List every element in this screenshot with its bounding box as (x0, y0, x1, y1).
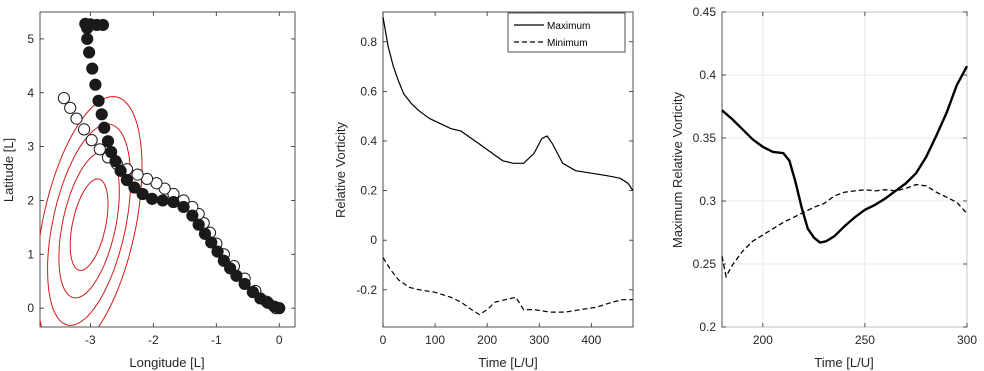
filled-marker (95, 108, 108, 121)
vorticity-panel: 0 100 200 300 400 -0.2 0 0.2 0.4 0.6 0.8 Maximum M… (333, 11, 634, 370)
axis-ticks: 200 250 300 0.2 0.25 0.3 0.35 0.4 0.45 (693, 5, 978, 347)
y-tick-label: 5 (27, 32, 34, 46)
x-tick-label: 200 (753, 333, 773, 347)
y-tick-label: 4 (27, 86, 34, 100)
filled-marker (192, 218, 205, 231)
filled-marker (114, 164, 127, 177)
x-axis-label: Time [L/U] (478, 355, 537, 370)
legend-box (507, 12, 626, 53)
y-tick-label: 0.45 (693, 5, 717, 19)
filled-marker (89, 78, 102, 91)
series-lines (382, 16, 634, 316)
y-tick-label: 0.4 (360, 134, 377, 148)
density-contour (69, 178, 109, 272)
density-contour (58, 150, 120, 299)
filled-marker (83, 46, 96, 59)
contour-group (40, 96, 143, 327)
legend: Maximum Minimum (507, 12, 626, 53)
x-tick-label: -3 (85, 333, 96, 347)
open-marker (64, 101, 77, 114)
maximum-line (382, 16, 634, 191)
filled-marker (79, 17, 92, 30)
filled-marker (98, 121, 111, 134)
filled-marker (156, 194, 169, 207)
filled-marker (186, 209, 199, 222)
x-tick-label: 100 (425, 333, 445, 347)
x-tick-label: 0 (380, 333, 387, 347)
y-tick-label: 3 (27, 140, 34, 154)
filled-marker (177, 200, 190, 214)
maximum-line (721, 65, 969, 244)
x-tick-label: 250 (855, 333, 875, 347)
plot-area (382, 11, 634, 328)
filled-marker (211, 245, 224, 258)
plot-area (721, 11, 968, 328)
legend-label-maximum: Maximum (547, 21, 590, 32)
y-tick-label: 0.3 (699, 194, 716, 208)
filled-marker (198, 227, 212, 240)
open-marker (131, 168, 144, 181)
filled-marker (128, 181, 141, 194)
filled-marker (92, 94, 105, 107)
x-tick-label: -1 (211, 333, 222, 347)
y-axis-label: Maximum Relative Vorticity (670, 91, 685, 248)
x-tick-label: 300 (529, 333, 549, 347)
series-lines (721, 65, 969, 279)
filled-marker (81, 32, 94, 46)
axis-ticks: 0 100 200 300 400 -0.2 0 0.2 0.4 0.6 0.8 (356, 12, 633, 347)
trajectory-markers (57, 17, 286, 315)
max-vorticity-panel: 200 250 300 0.2 0.25 0.3 0.35 0.4 0.45 Time [L/U… (670, 5, 977, 370)
y-tick-label: 0 (370, 233, 377, 247)
filled-marker (96, 18, 110, 32)
y-tick-label: 0.4 (699, 68, 716, 82)
y-tick-label: 0.35 (693, 131, 717, 145)
open-marker (57, 92, 71, 105)
y-tick-label: 1 (27, 247, 34, 261)
density-contour (40, 96, 143, 327)
x-tick-label: 0 (276, 333, 283, 347)
filled-marker (136, 187, 149, 201)
filled-marker (101, 135, 115, 148)
x-tick-label: 300 (957, 333, 977, 347)
filled-marker (246, 285, 259, 299)
comparison-line (721, 183, 968, 279)
y-axis-label: Latitude [L] (1, 138, 16, 202)
y-tick-label: 0.6 (360, 84, 377, 98)
filled-marker (120, 173, 133, 187)
x-axis-label: Longitude [L] (129, 355, 204, 370)
y-tick-label: 0 (27, 301, 34, 315)
y-tick-label: 0.8 (360, 35, 377, 49)
y-tick-label: 0.2 (360, 184, 377, 198)
legend-label-minimum: Minimum (547, 38, 588, 49)
filled-marker (145, 192, 159, 205)
x-axis-label: Time [L/U] (814, 355, 873, 370)
open-marker (85, 134, 98, 147)
filled-marker (238, 277, 251, 291)
y-tick-label: 2 (27, 193, 34, 207)
y-axis-label: Relative Vorticity (333, 121, 348, 218)
y-tick-label: 0.25 (693, 257, 717, 271)
filled-marker (86, 62, 99, 75)
trajectory-panel: -3 -2 -1 0 0 1 2 3 4 5 Longitude [L] Latitude [L] (1, 11, 296, 370)
open-marker (70, 112, 83, 125)
open-marker (93, 143, 106, 156)
filled-marker (217, 254, 230, 267)
plot-area (39, 11, 296, 328)
y-tick-label: 0.2 (699, 320, 716, 334)
x-tick-label: 400 (581, 333, 601, 347)
minimum-line (382, 257, 633, 316)
open-marker (77, 123, 91, 136)
filled-marker (205, 236, 218, 249)
x-tick-label: 200 (477, 333, 497, 347)
axis-ticks: -3 -2 -1 0 0 1 2 3 4 5 (27, 12, 295, 347)
filled-marker (167, 195, 180, 209)
y-tick-label: -0.2 (356, 283, 377, 297)
filled-marker (105, 145, 118, 159)
x-tick-label: -2 (148, 333, 159, 347)
